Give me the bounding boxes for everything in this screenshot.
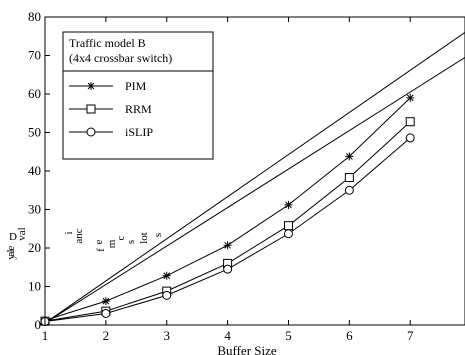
y-axis-title-fragment: val	[16, 227, 28, 240]
data-point-pim	[284, 200, 293, 209]
data-point-pim	[162, 271, 171, 280]
data-point-rrm	[283, 221, 293, 231]
y-tick-label: 80	[28, 9, 41, 24]
y-tick-label: 50	[28, 125, 41, 140]
data-point-pim	[101, 297, 110, 306]
x-tick-label: 4	[224, 328, 231, 343]
data-point-rrm	[405, 117, 415, 127]
legend: Traffic model B(4x4 crossbar switch) PIM R…	[62, 31, 214, 160]
y-axis-title-fragment: s	[125, 240, 137, 244]
x-tick-label: 1	[42, 328, 49, 343]
y-axis-title-fragment: anc	[73, 228, 85, 243]
legend-marker-islip	[86, 127, 96, 137]
y-tick-label: 60	[28, 86, 41, 101]
legend-label-islip: iSLIP	[125, 125, 153, 139]
y-tick-label: 30	[28, 202, 41, 217]
data-point-pim	[345, 152, 354, 161]
legend-marker-pim	[87, 82, 95, 90]
y-axis-title-fragment: l	[5, 249, 17, 252]
y-axis-title-fragment: lot	[138, 232, 150, 244]
data-point-islip	[283, 229, 293, 239]
data-point-rrm	[344, 173, 354, 183]
reference-lines	[44, 31, 465, 324]
y-axis-title-fragment: D	[9, 231, 17, 243]
y-tick-label: 0	[35, 317, 42, 332]
x-tick-label: 6	[346, 328, 353, 343]
x-tick-label: 7	[407, 328, 414, 343]
y-axis-title-fragment: a	[5, 251, 17, 256]
legend-label-pim: PIM	[125, 79, 147, 93]
y-tick-label: 10	[28, 279, 41, 294]
data-point-pim	[406, 93, 415, 102]
axis-ticks	[44, 16, 411, 326]
reference-line	[44, 31, 465, 324]
y-axis-title-fragment: m	[106, 239, 118, 248]
y-axis-title-fragment: c	[115, 235, 127, 240]
data-point-islip	[101, 308, 111, 318]
y-axis-title-fragment: s	[152, 233, 164, 237]
y-axis-title-fragment: e	[5, 245, 17, 250]
y-tick-label: 20	[28, 240, 41, 255]
x-tick-label: 3	[163, 328, 170, 343]
legend-box	[62, 31, 214, 160]
series-line-islip	[44, 137, 411, 323]
legend-label-rrm: RRM	[125, 102, 152, 116]
reference-line	[44, 57, 465, 324]
y-axis-title-fragment: f	[95, 248, 107, 252]
y-axis-title-fragment: y	[5, 254, 17, 260]
y-tick-label: 40	[28, 163, 41, 178]
data-point-pim	[223, 241, 232, 250]
legend-title-line: Traffic model B	[69, 36, 146, 50]
legend-title-line: (4x4 crossbar switch)	[69, 51, 172, 65]
y-axis-title-fragment: e	[93, 239, 105, 244]
x-tick-label: 5	[285, 328, 292, 343]
data-point-islip	[223, 264, 233, 274]
y-tick-label: 70	[28, 48, 41, 63]
x-axis-title: Buffer Size	[217, 343, 277, 355]
legend-marker-rrm	[86, 104, 96, 114]
data-point-islip	[405, 133, 415, 143]
y-axis-title-fragment: i	[63, 231, 75, 234]
x-tick-label: 2	[103, 328, 110, 343]
data-point-islip	[162, 290, 172, 300]
data-point-islip	[344, 185, 354, 195]
